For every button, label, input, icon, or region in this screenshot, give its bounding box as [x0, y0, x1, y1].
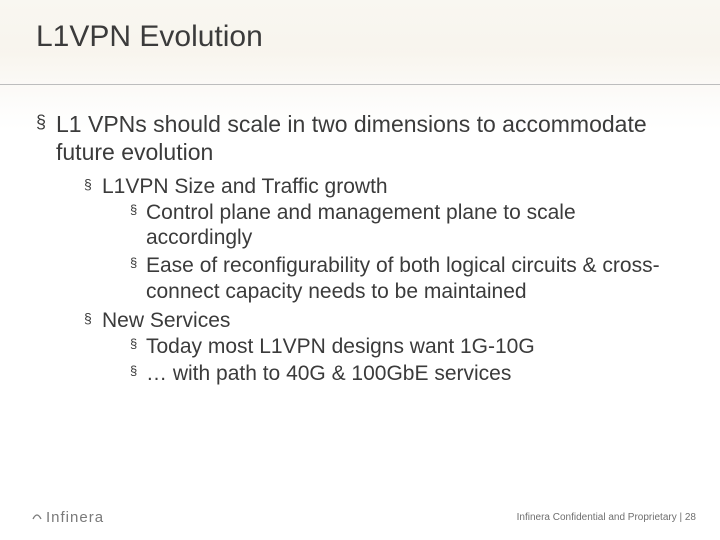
bullet-glyph: §: [130, 255, 137, 270]
bullet-text: Today most L1VPN designs want 1G-10G: [146, 334, 684, 360]
level-3-list: § Today most L1VPN designs want 1G-10G §…: [102, 334, 684, 387]
slide-footer: Infinera Infinera Confidential and Propr…: [30, 509, 696, 526]
bullet-level-3: § Ease of reconfigurability of both logi…: [130, 253, 684, 304]
bullet-glyph: §: [84, 176, 92, 192]
bullet-text: … with path to 40G & 100GbE services: [146, 361, 684, 387]
bullet-glyph: §: [36, 112, 46, 133]
confidential-text: Infinera Confidential and Proprietary | …: [517, 512, 696, 523]
slide: L1VPN Evolution § L1 VPNs should scale i…: [0, 0, 720, 540]
bullet-glyph: §: [84, 310, 92, 326]
bullet-glyph: §: [130, 336, 137, 351]
bullet-level-2: § L1VPN Size and Traffic growth § Contro…: [84, 174, 684, 304]
bullet-text: L1 VPNs should scale in two dimensions t…: [56, 110, 684, 166]
bullet-glyph: §: [130, 202, 137, 217]
slide-title: L1VPN Evolution: [36, 20, 263, 54]
bullet-text: New Services: [102, 308, 684, 334]
bullet-level-3: § Today most L1VPN designs want 1G-10G: [130, 334, 684, 360]
level-3-list: § Control plane and management plane to …: [102, 200, 684, 304]
bullet-level-3: § Control plane and management plane to …: [130, 200, 684, 251]
bullet-glyph: §: [130, 363, 137, 378]
bullet-level-3: § … with path to 40G & 100GbE services: [130, 361, 684, 387]
level-2-list: § L1VPN Size and Traffic growth § Contro…: [56, 174, 684, 387]
bullet-level-1: § L1 VPNs should scale in two dimensions…: [36, 110, 684, 387]
bullet-text: L1VPN Size and Traffic growth: [102, 174, 684, 200]
title-rule: [0, 84, 720, 85]
bullet-text: Control plane and management plane to sc…: [146, 200, 684, 251]
bullet-level-2: § New Services § Today most L1VPN design…: [84, 308, 684, 387]
slide-content: § L1 VPNs should scale in two dimensions…: [36, 110, 684, 397]
brand-logo: Infinera: [30, 509, 104, 526]
bullet-text: Ease of reconfigurability of both logica…: [146, 253, 684, 304]
brand-name: Infinera: [46, 509, 104, 526]
brand-mark-icon: [30, 509, 44, 526]
